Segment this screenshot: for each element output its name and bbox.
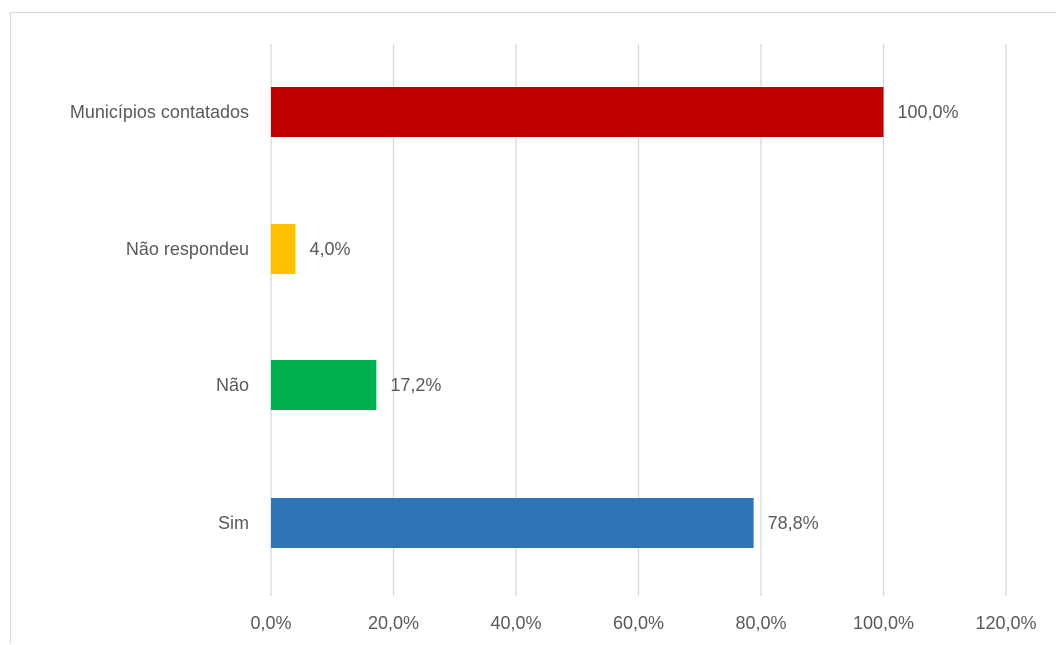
x-tick-label: 40,0%: [490, 613, 541, 633]
data-label: 78,8%: [768, 513, 819, 533]
x-tick-label: 0,0%: [250, 613, 291, 633]
bar: [271, 360, 377, 410]
bar: [271, 87, 884, 137]
data-labels: 100,0% 4,0% 17,2% 78,8%: [310, 102, 959, 533]
chart-frame: [10, 12, 1056, 644]
data-label: 17,2%: [390, 375, 441, 395]
category-labels: Municípios contatados Não respondeu Não Sim: [70, 102, 249, 533]
bars: [271, 87, 884, 548]
category-label: Municípios contatados: [70, 102, 249, 122]
x-axis-tick-labels: 0,0% 20,0% 40,0% 60,0% 80,0% 100,0% 120,0%: [250, 613, 1036, 633]
x-tick-label: 100,0%: [853, 613, 914, 633]
x-tick-label: 120,0%: [975, 613, 1036, 633]
bar: [271, 224, 296, 274]
category-label: Não respondeu: [126, 239, 249, 259]
x-tick-label: 60,0%: [613, 613, 664, 633]
category-label: Não: [216, 375, 249, 395]
data-label: 4,0%: [310, 239, 351, 259]
x-tick-label: 20,0%: [368, 613, 419, 633]
data-label: 100,0%: [898, 102, 959, 122]
category-label: Sim: [218, 513, 249, 533]
bar: [271, 498, 754, 548]
x-tick-label: 80,0%: [735, 613, 786, 633]
